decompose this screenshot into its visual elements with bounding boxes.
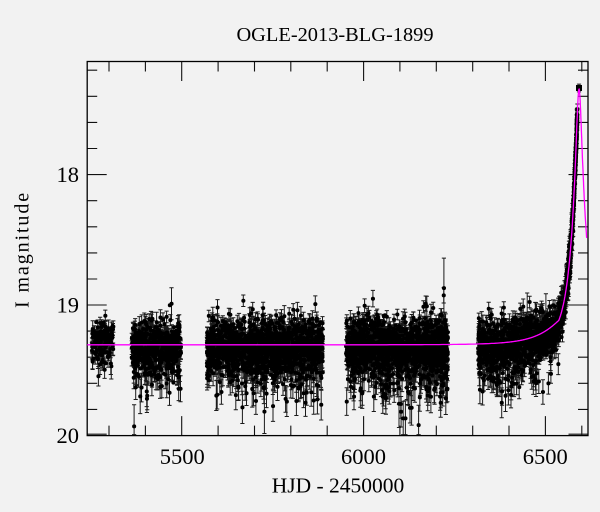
svg-text:20: 20: [57, 423, 80, 448]
svg-text:I magnitude: I magnitude: [11, 191, 33, 308]
svg-text:19: 19: [57, 293, 80, 318]
svg-text:6500: 6500: [523, 444, 568, 469]
svg-text:5500: 5500: [160, 444, 205, 469]
svg-text:HJD - 2450000: HJD - 2450000: [272, 474, 405, 498]
svg-text:6000: 6000: [341, 444, 386, 469]
svg-text:18: 18: [57, 162, 80, 187]
svg-text:OGLE-2013-BLG-1899: OGLE-2013-BLG-1899: [236, 24, 433, 46]
